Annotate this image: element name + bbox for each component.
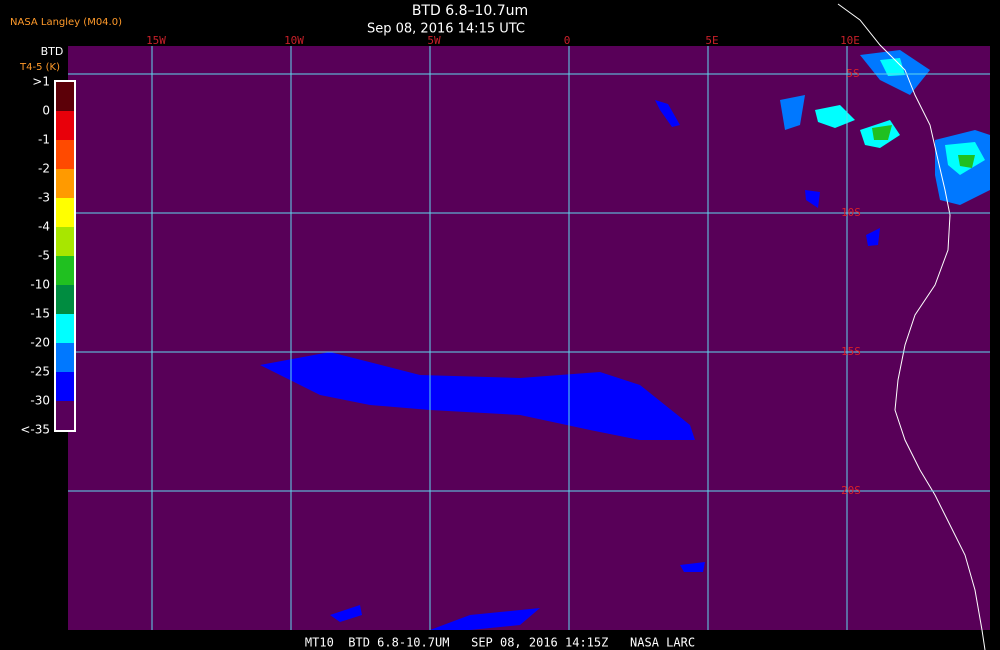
graticule <box>68 46 990 630</box>
colorbar-swatch <box>56 227 74 256</box>
colorbar-label: <-35 <box>20 423 50 437</box>
colorbar-title: BTD <box>41 45 64 58</box>
lon-label: 15W <box>146 34 166 47</box>
colorbar-swatch <box>56 140 74 169</box>
colorbar-swatch <box>56 343 74 372</box>
map-area <box>68 46 990 630</box>
colorbar: >1 0 -1 -2 -3 -4 -5 -10 -15 -20 -25 -30 <-35 <box>20 75 76 437</box>
lon-label: 10E <box>840 34 860 47</box>
colorbar-label: >1 <box>32 75 50 89</box>
title: BTD 6.8–10.7um <box>412 3 528 19</box>
colorbar-label: -5 <box>38 249 50 263</box>
lon-label: 0 <box>564 34 571 47</box>
colorbar-label: -20 <box>30 336 50 350</box>
colorbar-label: -4 <box>38 220 50 234</box>
colorbar-swatch <box>56 111 74 140</box>
colorbar-swatch <box>56 198 74 227</box>
footer: MT10 BTD 6.8-10.7UM SEP 08, 2016 14:15Z … <box>305 636 695 650</box>
cloud-blobs <box>260 100 880 630</box>
colorbar-units: T4-5 (K) <box>19 62 60 73</box>
lat-label: 20S <box>841 484 861 497</box>
lat-label: 10S <box>841 206 861 219</box>
colorbar-swatch <box>56 401 74 430</box>
colorbar-swatch <box>56 372 74 401</box>
colorbar-swatch <box>56 314 74 343</box>
colorbar-swatch <box>56 169 74 198</box>
colorbar-label: -30 <box>30 394 50 408</box>
colorbar-label: -3 <box>38 191 50 205</box>
lat-label: 15S <box>841 345 861 358</box>
lon-label: 10W <box>284 34 304 47</box>
credit: NASA Langley (M04.0) <box>10 17 122 28</box>
cloud-cluster <box>780 50 990 205</box>
lat-label: 5S <box>846 67 859 80</box>
colorbar-label: -25 <box>30 365 50 379</box>
colorbar-swatch <box>56 82 74 111</box>
lon-label: 5W <box>427 34 441 47</box>
subtitle: Sep 08, 2016 14:15 UTC <box>367 22 525 37</box>
colorbar-label: -10 <box>30 278 50 292</box>
coastline <box>837 3 986 650</box>
colorbar-label: 0 <box>42 104 50 118</box>
colorbar-swatch <box>56 256 74 285</box>
colorbar-swatch <box>56 285 74 314</box>
colorbar-label: -15 <box>30 307 50 321</box>
colorbar-label: -1 <box>38 133 50 147</box>
lon-label: 5E <box>705 34 718 47</box>
colorbar-label: -2 <box>38 162 50 176</box>
